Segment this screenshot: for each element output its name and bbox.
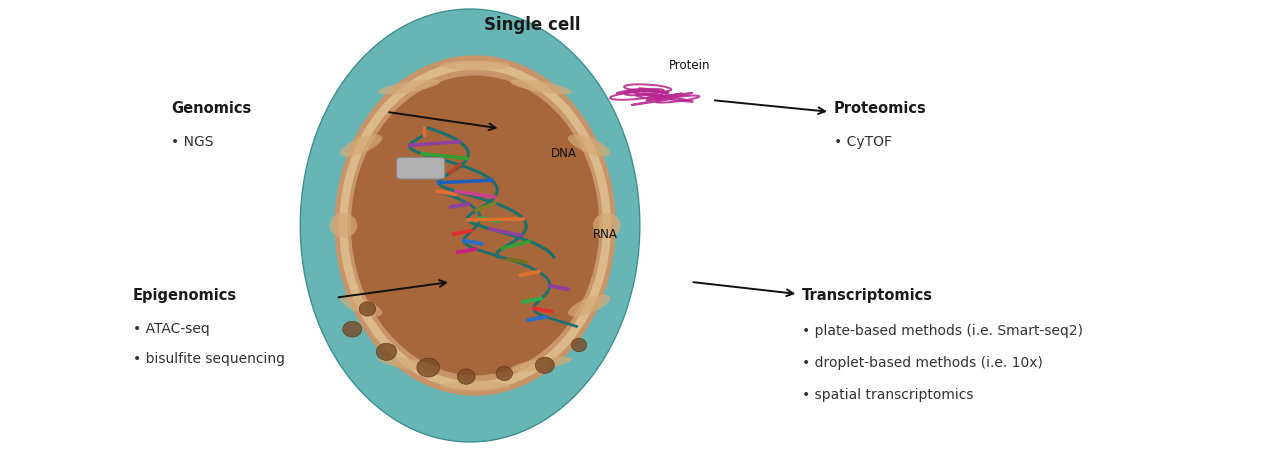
Text: • ATAC-seq: • ATAC-seq [133,322,210,336]
Ellipse shape [568,295,611,317]
Ellipse shape [457,369,475,384]
Ellipse shape [351,76,599,375]
Ellipse shape [379,357,440,372]
Text: Genomics: Genomics [171,101,251,116]
Ellipse shape [497,366,512,381]
Ellipse shape [511,79,571,94]
Text: Single cell: Single cell [484,16,580,34]
Ellipse shape [360,302,375,316]
Ellipse shape [340,134,383,156]
Text: • NGS: • NGS [171,135,214,149]
Text: Proteomics: Proteomics [834,101,926,116]
Text: • bisulfite sequencing: • bisulfite sequencing [133,351,285,366]
Ellipse shape [379,79,440,94]
Ellipse shape [535,357,555,373]
FancyBboxPatch shape [397,157,445,179]
Ellipse shape [376,343,397,360]
Ellipse shape [342,321,362,337]
Ellipse shape [441,60,509,70]
Text: • spatial transcriptomics: • spatial transcriptomics [802,387,973,402]
Text: Epigenomics: Epigenomics [133,288,237,303]
Ellipse shape [571,338,587,352]
Text: RNA: RNA [593,228,618,241]
Text: Protein: Protein [669,59,711,72]
Ellipse shape [356,68,584,338]
Text: • droplet-based methods (i.e. 10x): • droplet-based methods (i.e. 10x) [802,356,1043,370]
Ellipse shape [329,213,357,238]
Text: DNA: DNA [551,147,576,160]
Ellipse shape [340,295,383,317]
Ellipse shape [334,55,616,396]
Text: Transcriptomics: Transcriptomics [802,288,933,303]
Ellipse shape [417,358,440,377]
Ellipse shape [300,9,640,442]
Ellipse shape [568,134,611,156]
Ellipse shape [593,213,621,238]
Ellipse shape [511,357,571,372]
Ellipse shape [441,381,509,391]
Text: • plate-based methods (i.e. Smart-seq2): • plate-based methods (i.e. Smart-seq2) [802,324,1083,339]
Text: • CyTOF: • CyTOF [834,135,892,149]
